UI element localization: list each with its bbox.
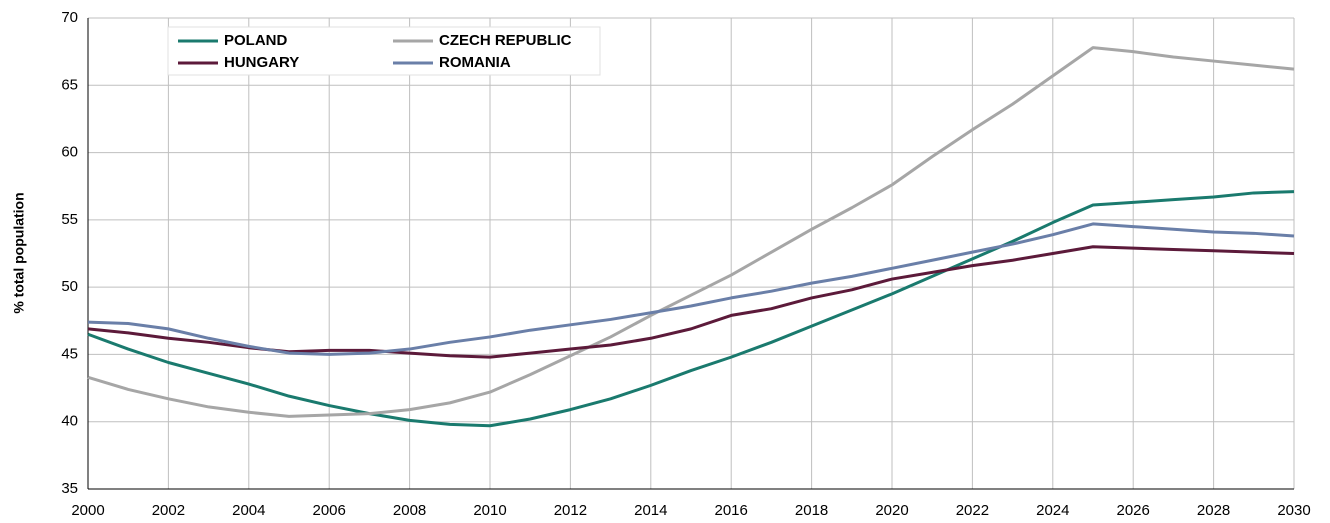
series-line	[87, 190, 1295, 428]
x-tick-label: 2020	[875, 502, 908, 519]
y-tick-label: 45	[61, 345, 78, 362]
legend-label: HUNGARY	[224, 54, 299, 71]
y-tick-label: 60	[61, 144, 78, 161]
x-tick-label: 2008	[393, 502, 426, 519]
x-tick-label: 2014	[634, 502, 667, 519]
x-tick-label: 2028	[1197, 502, 1230, 519]
y-tick-label: 50	[61, 278, 78, 295]
x-tick-label: 2004	[232, 502, 265, 519]
legend-label: ROMANIA	[439, 54, 511, 71]
x-tick-label: 2010	[473, 502, 506, 519]
y-axis-label: % total population	[11, 192, 27, 313]
x-tick-label: 2024	[1036, 502, 1069, 519]
legend-box	[167, 26, 601, 76]
y-tick-label: 40	[61, 413, 78, 430]
x-tick-label: 2030	[1277, 502, 1310, 519]
x-tick-label: 2000	[71, 502, 104, 519]
series-line	[87, 46, 1295, 418]
y-tick-label: 35	[61, 480, 78, 497]
y-tick-label: 55	[61, 211, 78, 228]
x-tick-label: 2018	[795, 502, 828, 519]
x-tick-label: 2012	[554, 502, 587, 519]
y-tick-label: 65	[61, 76, 78, 93]
x-tick-label: 2006	[313, 502, 346, 519]
x-tick-label: 2016	[715, 502, 748, 519]
x-tick-label: 2022	[956, 502, 989, 519]
series-line	[87, 245, 1295, 359]
legend-label: POLAND	[224, 32, 288, 49]
legend-label: CZECH REPUBLIC	[439, 32, 572, 49]
series-line	[87, 222, 1295, 356]
y-tick-label: 70	[61, 9, 78, 26]
x-tick-label: 2026	[1117, 502, 1150, 519]
x-tick-label: 2002	[152, 502, 185, 519]
